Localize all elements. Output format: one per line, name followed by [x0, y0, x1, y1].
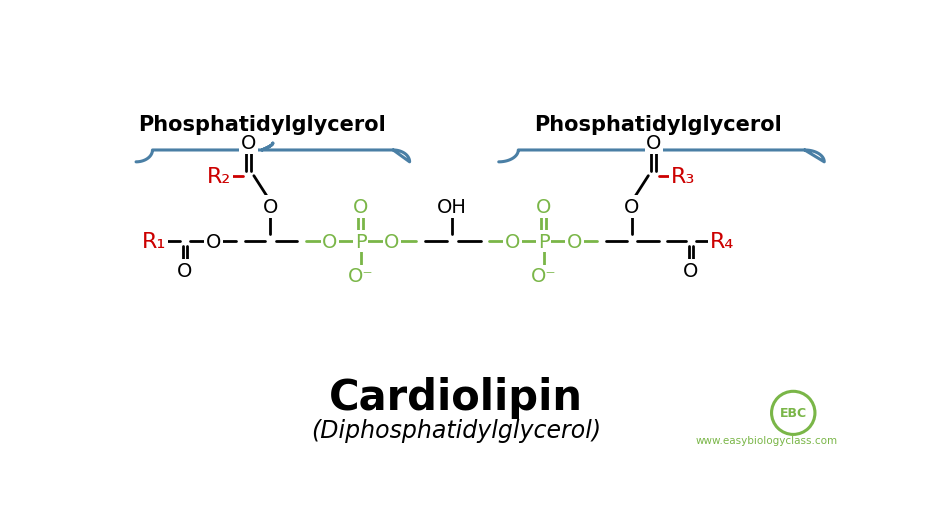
Text: R₂: R₂: [207, 166, 231, 186]
Text: Cardiolipin: Cardiolipin: [329, 377, 584, 418]
Text: (Diphosphatidylglycerol): (Diphosphatidylglycerol): [311, 418, 601, 442]
Text: R₄: R₄: [710, 232, 734, 251]
Text: O: O: [353, 197, 368, 216]
Text: O: O: [263, 197, 278, 216]
Text: R₃: R₃: [671, 166, 695, 186]
Text: Phosphatidylglycerol: Phosphatidylglycerol: [534, 115, 782, 135]
Text: Phosphatidylglycerol: Phosphatidylglycerol: [138, 115, 387, 135]
Text: O: O: [322, 232, 338, 251]
Text: P: P: [355, 232, 367, 251]
Text: www.easybiologyclass.com: www.easybiologyclass.com: [695, 435, 837, 445]
Text: O: O: [625, 197, 640, 216]
Text: O: O: [206, 232, 221, 251]
Text: O: O: [241, 134, 256, 153]
Text: O⁻: O⁻: [348, 267, 373, 286]
Text: OH: OH: [437, 197, 467, 216]
Circle shape: [773, 393, 813, 433]
Text: O: O: [684, 262, 699, 280]
Text: O: O: [384, 232, 400, 251]
Text: O: O: [505, 232, 521, 251]
Text: O: O: [646, 134, 662, 153]
Text: O: O: [177, 262, 192, 280]
Text: O⁻: O⁻: [531, 267, 557, 286]
Text: EBC: EBC: [780, 407, 806, 419]
Text: R₁: R₁: [142, 232, 166, 251]
Text: O: O: [536, 197, 551, 216]
Text: P: P: [538, 232, 549, 251]
Text: O: O: [567, 232, 583, 251]
Circle shape: [770, 390, 817, 436]
